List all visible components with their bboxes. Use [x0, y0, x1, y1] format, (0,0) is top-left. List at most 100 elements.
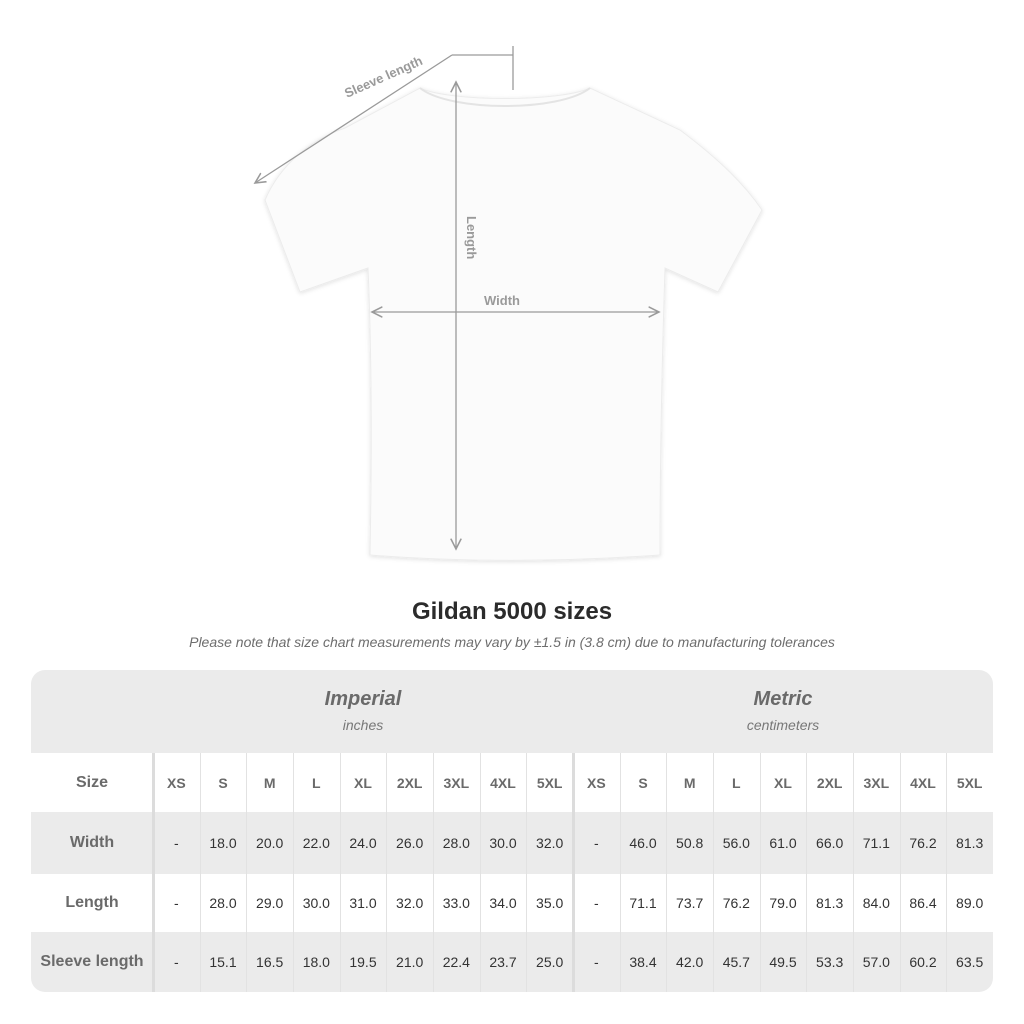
column-divider: [479, 753, 481, 992]
row-band-width: [31, 812, 993, 874]
column-divider: [246, 753, 248, 992]
table-cell: 60.2: [909, 954, 937, 970]
size-column-header: 2XL: [816, 774, 843, 791]
table-cell: -: [173, 895, 179, 911]
group-imperial: Imperial inches: [153, 670, 573, 753]
column-divider: [526, 753, 528, 992]
size-header: Size: [75, 773, 108, 791]
table-cell: 66.0: [816, 835, 844, 851]
size-column-header: 2XL: [396, 774, 423, 791]
group-metric: Metric centimeters: [573, 670, 993, 753]
table-cell: 33.0: [442, 895, 470, 911]
size-column-header: 3XL: [443, 774, 470, 791]
table-cell: 25.0: [536, 954, 564, 970]
table-cell: 86.4: [909, 895, 937, 911]
table-cell: 18.0: [209, 835, 237, 851]
size-column-header: M: [263, 774, 276, 791]
size-column-header: XS: [586, 774, 606, 791]
table-cell: 32.0: [536, 835, 564, 851]
size-column-header: M: [683, 774, 696, 791]
column-divider: [899, 753, 901, 992]
length-label: Length: [464, 216, 479, 259]
table-cell: -: [593, 835, 599, 851]
size-column-header: S: [638, 774, 648, 791]
table-cell: 49.5: [769, 954, 797, 970]
size-column-header: L: [312, 774, 321, 791]
table-cell: 71.1: [629, 895, 657, 911]
table-cell: 71.1: [862, 835, 890, 851]
size-column-header: 3XL: [863, 774, 890, 791]
sleeve-length-line: [255, 54, 453, 183]
page-title: Gildan 5000 sizes: [411, 598, 613, 625]
table-cell: 32.0: [396, 895, 424, 911]
table-cell: 81.3: [956, 835, 984, 851]
column-divider: [713, 753, 714, 992]
size-column-header: L: [732, 774, 741, 791]
column-divider: [152, 753, 155, 992]
column-divider: [199, 753, 201, 992]
table-cell: 29.0: [256, 895, 284, 911]
row-label: Length: [65, 894, 119, 911]
group-name: Imperial: [324, 688, 402, 710]
table-cell: 34.0: [489, 895, 517, 911]
table-cell: 18.0: [302, 954, 330, 970]
table-cell: 76.2: [909, 835, 937, 851]
table-cell: 89.0: [956, 895, 984, 911]
table-cell: 76.2: [722, 895, 750, 911]
row-band-sleeve: [31, 932, 993, 992]
column-divider: [339, 753, 341, 992]
group-name: Metric: [753, 688, 813, 710]
column-divider: [386, 753, 388, 992]
table-cell: 16.5: [256, 954, 284, 970]
column-divider: [759, 753, 761, 992]
column-divider: [806, 753, 808, 992]
table-cell: -: [173, 835, 179, 851]
table-cell: 63.5: [956, 954, 984, 970]
table-cell: 56.0: [722, 835, 750, 851]
table-cell: 20.0: [256, 835, 284, 851]
table-cell: 22.0: [302, 835, 330, 851]
table-cell: 24.0: [349, 835, 377, 851]
table-cell: 50.8: [676, 835, 704, 851]
tolerance-note: Please note that size chart measurements…: [189, 634, 835, 650]
table-cell: 35.0: [536, 895, 564, 911]
table-cell: 42.0: [676, 954, 704, 970]
column-divider: [619, 753, 621, 992]
table-cell: 79.0: [769, 895, 797, 911]
table-cell: 84.0: [862, 895, 890, 911]
table-cell: -: [593, 895, 599, 911]
table-cell: 30.0: [489, 835, 517, 851]
size-column-header: 4XL: [490, 774, 516, 791]
table-cell: 30.0: [302, 895, 330, 911]
table-cell: 28.0: [209, 895, 237, 911]
size-column-header: XL: [354, 774, 372, 791]
group-unit: centimeters: [746, 717, 820, 733]
table-cell: 81.3: [816, 895, 844, 911]
row-label: Width: [69, 834, 115, 851]
table-cell: 31.0: [349, 895, 377, 911]
table-cell: 26.0: [396, 835, 424, 851]
size-column-header: S: [218, 774, 228, 791]
size-table: Imperial inches Metric centimeters Size X…: [31, 670, 993, 992]
size-column-header: 4XL: [910, 774, 936, 791]
table-cell: 15.1: [209, 954, 237, 970]
table-cell: 46.0: [629, 835, 657, 851]
table-cell: -: [593, 954, 599, 970]
table-cell: 45.7: [722, 954, 750, 970]
tshirt-diagram: Sleeve length Length Width: [0, 46, 763, 561]
table-cell: 61.0: [769, 835, 797, 851]
table-cell: 38.4: [629, 954, 657, 970]
table-cell: 73.7: [676, 895, 704, 911]
group-header-band: [31, 670, 993, 753]
table-cell: 57.0: [862, 954, 890, 970]
column-divider: [293, 753, 294, 992]
size-column-header: 5XL: [956, 774, 983, 791]
column-divider: [572, 753, 575, 992]
row-label: Sleeve length: [40, 953, 144, 970]
size-column-header: 5XL: [536, 774, 563, 791]
column-divider: [666, 753, 668, 992]
table-cell: 53.3: [816, 954, 844, 970]
column-divider: [853, 753, 854, 992]
group-unit: inches: [342, 717, 384, 733]
